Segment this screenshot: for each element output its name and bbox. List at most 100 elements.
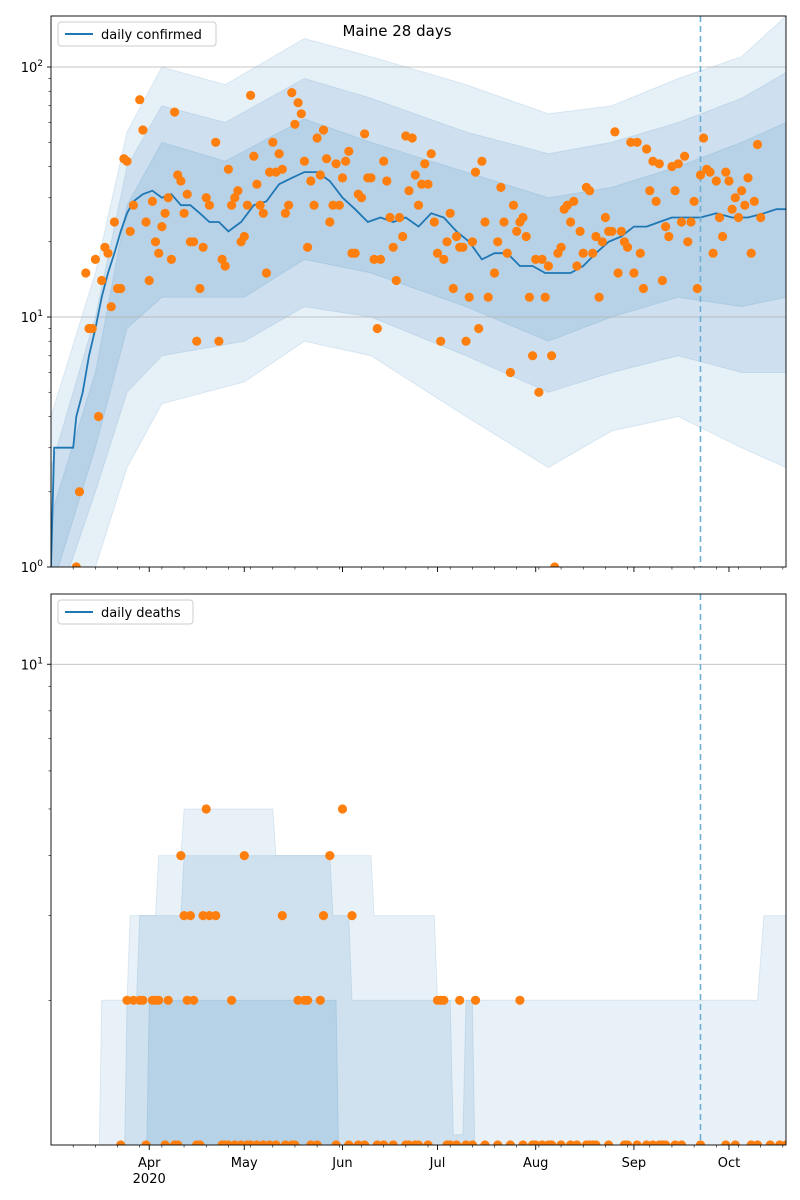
data-point: [413, 1140, 424, 1145]
plot-area: [51, 16, 786, 567]
data-point: [375, 254, 386, 264]
data-point: [303, 242, 313, 252]
data-point: [90, 254, 100, 264]
data-point: [489, 268, 500, 278]
data-point: [493, 237, 503, 247]
chart-title: Maine 28 days: [342, 22, 451, 40]
data-point: [135, 95, 145, 105]
data-point: [638, 283, 649, 294]
data-point: [423, 1140, 433, 1145]
data-point: [271, 1140, 281, 1145]
chart-panel-2: 101 Apr May Jun Jul Aug Sep Oct 2020 daily deaths: [21, 593, 787, 1187]
x-tick-label: May: [231, 1156, 258, 1171]
data-point: [451, 231, 462, 242]
data-point: [743, 173, 753, 183]
data-point: [296, 109, 306, 119]
data-point: [325, 851, 335, 861]
data-point: [315, 995, 325, 1005]
data-point: [360, 129, 370, 139]
data-point: [379, 1140, 389, 1145]
data-point: [293, 98, 303, 108]
data-point: [344, 146, 354, 156]
data-point: [708, 248, 718, 258]
legend: daily deaths: [57, 599, 194, 625]
data-point: [252, 179, 262, 189]
data-point: [651, 196, 661, 206]
data-point: [391, 275, 401, 286]
data-point: [103, 248, 113, 258]
data-point: [93, 411, 104, 422]
data-point: [642, 144, 652, 154]
data-point: [632, 1140, 642, 1145]
data-point: [439, 995, 449, 1005]
y-tick-label: 101: [21, 309, 43, 326]
data-point: [277, 911, 287, 921]
data-point: [730, 193, 740, 203]
data-point: [198, 242, 208, 252]
data-point: [350, 248, 360, 258]
data-point: [470, 995, 481, 1005]
data-point: [556, 242, 566, 252]
data-point: [337, 173, 348, 183]
data-point: [521, 231, 531, 242]
data-point: [144, 275, 154, 286]
data-point: [239, 231, 249, 242]
data-point: [765, 1140, 775, 1145]
data-point: [344, 1140, 354, 1145]
data-point: [733, 212, 744, 223]
x-tick-label: Jul: [429, 1156, 446, 1171]
x-tick-label: Sep: [622, 1156, 647, 1171]
data-point: [318, 125, 329, 135]
data-point: [699, 133, 709, 143]
data-point: [423, 179, 433, 189]
data-point: [657, 275, 668, 286]
data-point: [451, 1140, 462, 1145]
data-point: [192, 336, 202, 346]
y-tick-label: 101: [21, 656, 43, 673]
data-point: [566, 217, 576, 227]
data-point: [182, 995, 192, 1005]
data-point: [385, 212, 395, 223]
data-point: [575, 226, 585, 236]
data-point: [109, 217, 119, 227]
data-point: [398, 231, 408, 242]
data-point: [502, 248, 512, 258]
data-point: [388, 242, 398, 252]
data-point: [201, 193, 211, 203]
uncertainty-band-1: [51, 16, 786, 567]
data-point: [150, 237, 161, 247]
data-point: [87, 323, 97, 334]
data-point: [528, 351, 538, 361]
data-point: [781, 1140, 786, 1145]
data-point: [274, 149, 284, 159]
legend: daily confirmed: [57, 21, 217, 47]
data-point: [749, 196, 759, 206]
data-point: [714, 212, 725, 223]
x-tick-label: Apr: [138, 1156, 161, 1171]
data-point: [439, 254, 449, 264]
data-point: [518, 212, 528, 223]
data-point: [379, 156, 389, 166]
data-point: [179, 911, 189, 921]
axes-frame: [50, 15, 787, 568]
data-point: [312, 133, 322, 143]
data-point: [518, 1140, 528, 1145]
data-point: [429, 217, 439, 227]
data-point: [227, 995, 237, 1005]
data-point: [623, 1140, 633, 1145]
data-point: [227, 200, 237, 210]
data-point: [591, 1140, 601, 1145]
data-point: [547, 1140, 557, 1145]
x-year-label: 2020: [133, 1172, 166, 1187]
data-point: [125, 226, 135, 236]
data-point: [680, 151, 690, 161]
data-point: [410, 170, 420, 180]
data-point: [505, 367, 515, 378]
data-point: [322, 154, 332, 164]
data-point: [461, 336, 471, 346]
data-point: [328, 200, 338, 210]
data-point: [147, 196, 157, 206]
data-point: [195, 283, 205, 294]
data-point: [138, 995, 148, 1005]
